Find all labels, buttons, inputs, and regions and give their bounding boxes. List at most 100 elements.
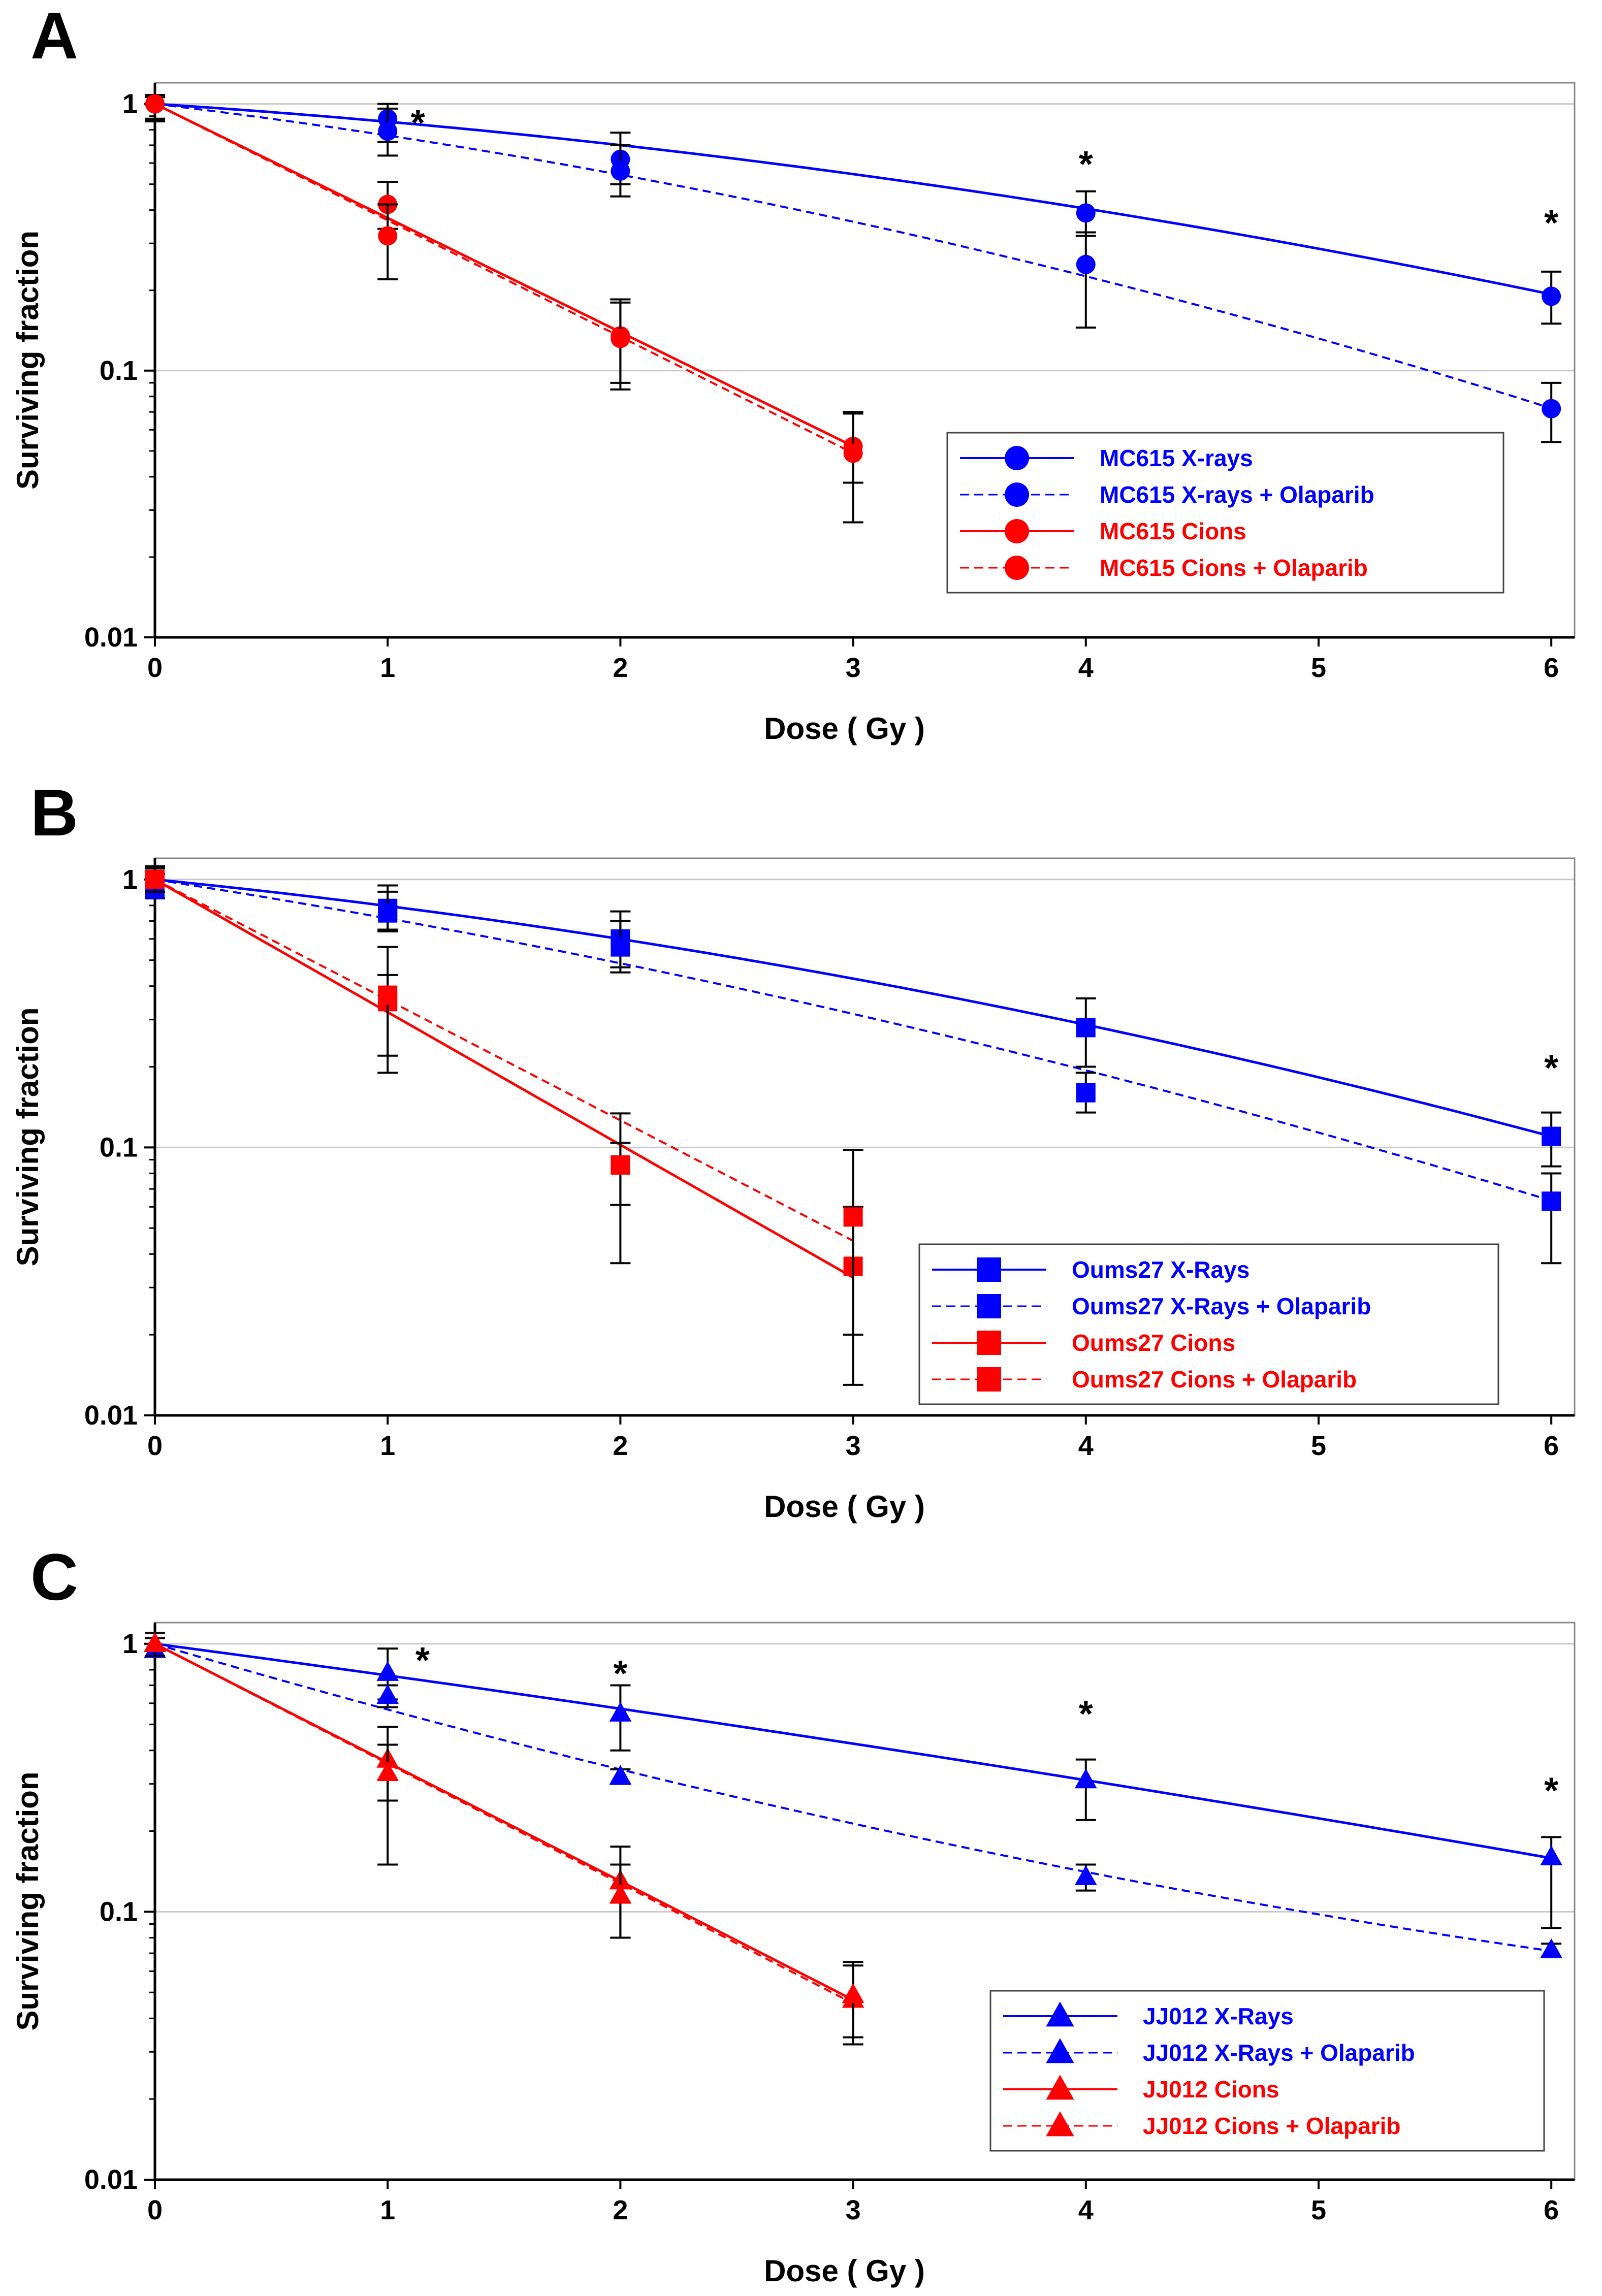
fit-curve-series-3	[154, 103, 854, 447]
legend-marker	[1005, 519, 1029, 543]
x-tick-label: 4	[1078, 2195, 1094, 2225]
legend-label: MC615 X-rays + Olaparib	[1100, 481, 1374, 508]
x-tick-label: 3	[846, 1431, 861, 1461]
x-tick-label: 4	[1078, 653, 1094, 683]
legend-marker	[1005, 482, 1029, 507]
x-tick-label: 1	[380, 653, 395, 683]
legend-marker	[1046, 2111, 1074, 2137]
data-point-series-4	[145, 94, 165, 114]
x-tick-label: 6	[1544, 2195, 1559, 2225]
y-tick-label: 0.1	[100, 1896, 138, 1927]
y-tick-label: 0.01	[84, 622, 138, 653]
panel-letter: C	[30, 1540, 78, 1614]
x-tick-label: 0	[147, 1431, 163, 1461]
data-point-series-2	[378, 121, 398, 141]
y-tick-label: 1	[122, 89, 138, 119]
chart-panel-b: B 0 1 2 3 4 5 6 0.01 0.1 1 Dose ( Gy ) Surviving fra…	[11, 775, 1576, 1524]
significance-asterisk: *	[613, 1654, 627, 1694]
legend: JJ012 X-Rays JJ012 X-Rays + Olaparib JJ012…	[989, 1990, 1545, 2152]
y-tick-label: 0.1	[100, 1132, 138, 1162]
data-point-series-1	[1076, 1018, 1096, 1038]
data-point-series-2	[1076, 1083, 1096, 1103]
y-tick-label: 0.01	[84, 2164, 138, 2195]
legend-box	[946, 432, 1504, 594]
significance-asterisk: *	[1079, 1694, 1093, 1735]
data-point-series-4	[843, 443, 863, 463]
data-point-series-4	[376, 1761, 399, 1781]
data-point-series-4	[611, 1155, 630, 1175]
fit-curve-series-3	[154, 878, 854, 1279]
significance-asterisk: *	[411, 103, 425, 144]
x-tick-label: 2	[613, 653, 628, 683]
significance-asterisk: *	[1544, 1771, 1558, 1812]
legend-marker	[977, 1257, 1001, 1282]
data-point-series-2	[378, 903, 398, 923]
legend-label: Oums27 Cions + Olaparib	[1072, 1366, 1357, 1393]
data-point-series-1	[376, 1661, 399, 1681]
legend-marker	[1046, 2075, 1074, 2100]
y-tick-label: 1	[122, 1629, 138, 1659]
data-point-series-1	[1542, 286, 1561, 306]
fit-curve-series-2	[154, 878, 1552, 1202]
legend-label: JJ012 X-Rays	[1143, 2003, 1294, 2029]
x-axis-label: Dose ( Gy )	[764, 1490, 925, 1524]
legend-marker	[977, 1294, 1001, 1318]
y-tick-label: 1	[122, 864, 138, 895]
legend-marker	[1046, 2038, 1074, 2063]
legend-marker	[977, 1331, 1001, 1355]
data-point-series-2	[376, 1684, 399, 1704]
legend: Oums27 X-Rays Oums27 X-Rays + Olaparib Oum…	[918, 1243, 1499, 1405]
x-tick-label: 3	[846, 2195, 861, 2225]
fit-curve-series-2	[154, 1642, 1552, 1952]
significance-asterisk: *	[1079, 144, 1093, 185]
data-point-series-4	[144, 1632, 166, 1652]
legend-label: MC615 X-rays	[1100, 445, 1253, 471]
legend-label: MC615 Cions + Olaparib	[1100, 555, 1368, 581]
legend-label: Oums27 X-Rays + Olaparib	[1072, 1293, 1371, 1319]
data-point-series-1	[609, 1701, 632, 1722]
legend-label: JJ012 X-Rays + Olaparib	[1143, 2040, 1415, 2066]
data-point-series-2	[1074, 1865, 1097, 1885]
legend-box	[989, 1990, 1545, 2152]
legend-label: JJ012 Cions	[1143, 2076, 1279, 2103]
data-point-series-2	[1542, 399, 1561, 418]
x-tick-label: 1	[380, 1431, 395, 1461]
y-tick-label: 0.01	[84, 1400, 138, 1431]
x-tick-label: 5	[1311, 653, 1326, 683]
legend-marker	[1005, 446, 1029, 470]
x-tick-label: 6	[1544, 1431, 1559, 1461]
legend-label: JJ012 Cions + Olaparib	[1143, 2113, 1401, 2139]
data-point-series-4	[378, 226, 398, 246]
fit-curve-series-2	[154, 103, 1552, 409]
fit-curve-series-4	[154, 1643, 854, 2004]
legend-marker	[977, 1367, 1001, 1392]
data-point-series-4	[609, 1884, 632, 1904]
x-tick-label: 2	[613, 1431, 628, 1461]
legend-marker	[1046, 2001, 1074, 2027]
fit-curve-series-4	[154, 103, 854, 455]
data-point-series-2	[611, 161, 630, 181]
x-tick-label: 4	[1078, 1431, 1094, 1461]
panel-letter: B	[30, 775, 78, 850]
y-tick-label: 0.1	[100, 355, 138, 386]
data-point-series-1	[1540, 1845, 1563, 1865]
data-point-series-4	[145, 869, 165, 889]
x-axis-label: Dose ( Gy )	[764, 712, 925, 746]
x-tick-label: 1	[380, 2195, 395, 2225]
x-tick-label: 5	[1311, 1431, 1326, 1461]
y-axis-label: Surviving fraction	[11, 231, 45, 490]
x-tick-label: 2	[613, 2195, 628, 2225]
data-point-series-4	[842, 1983, 864, 2003]
data-point-series-2	[611, 937, 630, 957]
y-axis-label: Surviving fraction	[11, 1771, 45, 2030]
data-point-series-4	[611, 329, 630, 348]
significance-asterisk: *	[415, 1640, 430, 1681]
fit-curve-series-3	[154, 1642, 854, 2001]
data-point-series-4	[843, 1207, 863, 1227]
chart-panel-c: C 0 1 2 3 4 5 6 0.01 0.1 1 Dose ( Gy ) Surviving fra…	[11, 1540, 1576, 2288]
x-tick-label: 0	[147, 2195, 163, 2225]
data-point-series-2	[1540, 1938, 1563, 1958]
legend-box	[918, 1243, 1499, 1405]
data-point-series-1	[1076, 203, 1096, 223]
